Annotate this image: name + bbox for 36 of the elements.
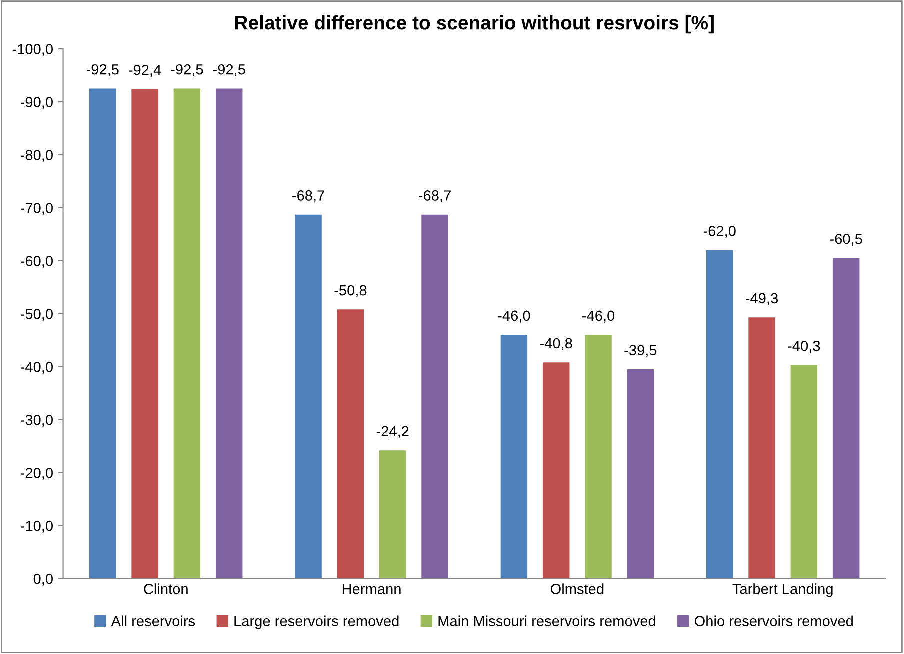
y-tick-label: -90,0 [20, 97, 53, 110]
data-label: -92,4 [129, 64, 162, 78]
data-label: -62,0 [704, 226, 736, 238]
legend-label: Ohio reservoirs removed [694, 616, 853, 626]
chart-title: Relative difference to scenario without resrvoirs [%] [235, 16, 714, 34]
y-tick-label: -60,0 [20, 256, 53, 268]
x-tick-label: Tarbert Landing [732, 584, 833, 598]
data-label: -60,5 [830, 234, 862, 246]
y-tick-label: -80,0 [20, 150, 53, 162]
y-tick-label: -30,0 [20, 414, 53, 428]
data-label: -68,7 [292, 190, 324, 203]
y-tick-label: -20,0 [20, 468, 53, 480]
y-tick-label: -50,0 [20, 309, 53, 322]
data-label: -92,5 [171, 64, 204, 77]
data-label: -24,2 [376, 426, 409, 438]
data-label: -40,8 [540, 338, 572, 350]
data-label: -46,0 [582, 310, 615, 323]
data-label: -40,3 [788, 340, 820, 354]
y-tick-label: -40,0 [20, 362, 53, 374]
data-label: -92,5 [213, 64, 246, 77]
y-tick-label: 0,0 [34, 574, 53, 586]
legend-label: Main Missouri reservoirs removed [438, 616, 656, 626]
y-tick-label: -70,0 [20, 203, 53, 216]
data-label: -92,5 [86, 64, 119, 77]
data-label: -46,0 [498, 310, 530, 323]
x-tick-label: Clinton [144, 584, 188, 594]
data-label: -49,3 [746, 293, 778, 306]
data-label: -68,7 [419, 190, 451, 203]
y-tick-label: -100,0 [12, 44, 53, 56]
x-tick-label: Olmsted [550, 584, 604, 594]
data-label: -50,8 [334, 285, 367, 298]
x-tick-label: Hermann [342, 584, 401, 594]
data-label: -39,5 [624, 345, 657, 358]
legend-label: All reservoirs [111, 616, 196, 626]
legend-label: Large reservoirs removed [234, 616, 399, 630]
y-tick-label: -10,0 [20, 520, 53, 533]
